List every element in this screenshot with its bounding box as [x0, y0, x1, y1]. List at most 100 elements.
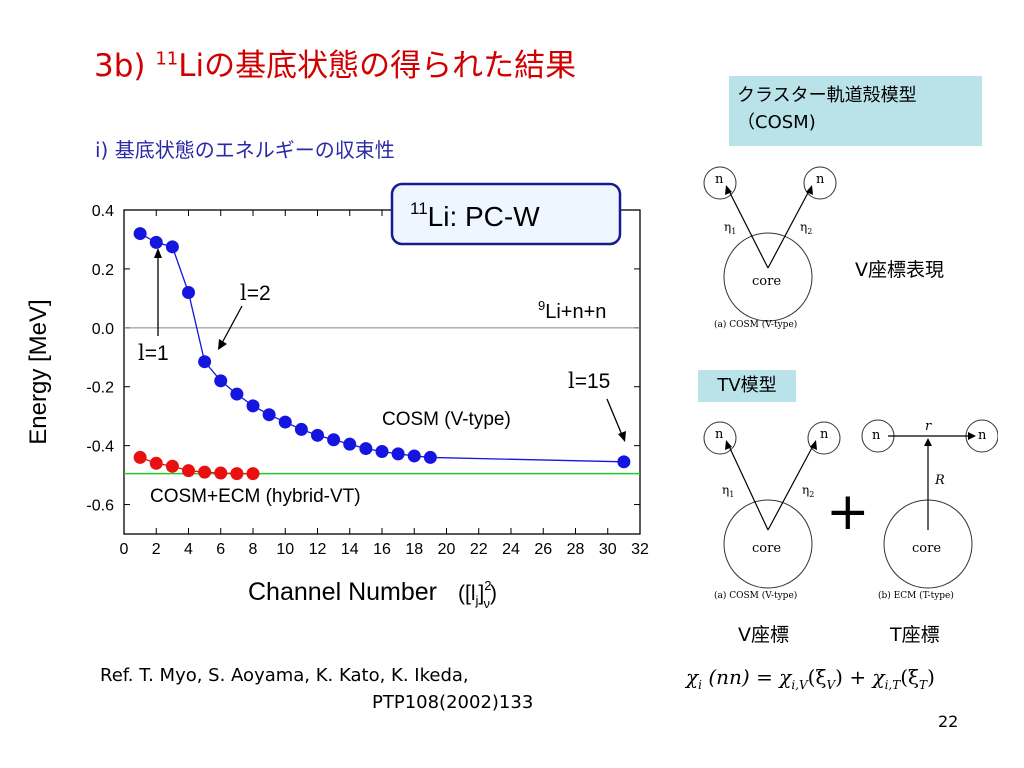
data-point-hybrid [246, 467, 260, 481]
x-tick-label: 32 [631, 541, 649, 558]
tv-model-box: TV模型 [698, 370, 796, 402]
annotation-l15: l=15 [568, 369, 610, 393]
cosm-label-line1: クラスター軌道殻模型 [737, 85, 917, 106]
annotation-arrow-l15 [606, 398, 623, 436]
data-point-cosm [391, 447, 405, 461]
plus-sign: + [826, 482, 870, 542]
legend-hybrid: COSM+ECM (hybrid-VT) [150, 486, 361, 507]
x-tick-label: 4 [184, 541, 193, 558]
eta2-arrowhead [810, 440, 817, 450]
legend-cosm: COSM (V-type) [382, 409, 511, 430]
cosm-label-box: クラスター軌道殻模型 （COSM) [729, 76, 982, 146]
eta2-arrowhead [806, 185, 813, 195]
data-point-cosm [375, 445, 389, 459]
data-point-cosm [407, 449, 421, 463]
cosm-label-line2: （COSM) [737, 112, 816, 133]
neutron-label-left: n [872, 428, 881, 443]
v-type-diagram: n n η1 η2 core (a) COSM (V-type) [703, 166, 837, 330]
x-tick-label: 0 [120, 541, 129, 558]
data-point-cosm [149, 235, 163, 249]
x-tick-label: 30 [599, 541, 617, 558]
neutron-label-left: n [715, 172, 724, 187]
v-coordinate-label: V座標 [738, 624, 789, 646]
y-tick-label: -0.6 [86, 498, 114, 515]
data-point-cosm [327, 433, 341, 447]
slide-title: 3b) 11Liの基底状態の得られた結果 [94, 48, 577, 84]
core-circle [723, 499, 813, 589]
data-point-cosm [214, 374, 228, 388]
data-point-cosm [246, 399, 260, 413]
reference-line2: PTP108(2002)133 [372, 692, 534, 713]
eta1-label: η1 [724, 220, 736, 236]
diagram-caption-b: (b) ECM (T-type) [878, 590, 954, 601]
eta2-vector [767, 443, 815, 531]
y-tick-label: 0.4 [92, 203, 114, 220]
data-point-hybrid [165, 459, 179, 473]
eta2-label: η2 [802, 483, 814, 499]
y-tick-label: 0.2 [92, 262, 114, 279]
core-label: core [752, 274, 781, 289]
data-point-cosm [359, 442, 373, 456]
x-tick-label: 10 [276, 541, 294, 558]
eta2-label: η2 [800, 220, 812, 236]
y-tick-label: 0.0 [92, 321, 114, 338]
annotation-arrowhead-l15 [618, 431, 626, 442]
data-point-cosm [198, 355, 212, 369]
y-tick-label: -0.2 [86, 380, 114, 397]
x-tick-label: 22 [470, 541, 488, 558]
data-point-hybrid [133, 450, 147, 464]
annotation-arrowhead-l2 [218, 339, 227, 350]
subtitle: i) 基底状態のエネルギーの収束性 [95, 138, 395, 162]
x-tick-label: 18 [405, 541, 423, 558]
x-tick-label: 16 [373, 541, 391, 558]
r-arrowhead [968, 432, 976, 440]
neutron-label-left: n [715, 427, 724, 442]
data-point-hybrid [230, 467, 244, 481]
data-point-hybrid [182, 464, 195, 478]
data-point-hybrid [149, 456, 163, 470]
y-axis-label: Energy [MeV] [25, 299, 52, 444]
x-tick-label: 14 [341, 541, 359, 558]
neutron-label-right: n [978, 428, 987, 443]
R-label: R [934, 473, 945, 488]
reference-line1: Ref. T. Myo, S. Aoyama, K. Kato, K. Iked… [100, 665, 469, 686]
eta1-vector [727, 443, 769, 531]
annotation-l2: l=2 [240, 281, 271, 305]
core-circle [723, 232, 813, 322]
page-number: 22 [938, 712, 959, 731]
annotation-arrowhead-l1 [154, 248, 162, 258]
R-arrowhead [924, 438, 932, 446]
x-tick-label: 24 [502, 541, 520, 558]
reference-text: Ref. T. Myo, S. Aoyama, K. Kato, K. Iked… [100, 662, 533, 716]
annotation-l1: l=1 [138, 341, 169, 365]
data-point-cosm [182, 285, 195, 299]
data-point-hybrid [198, 465, 212, 479]
x-axis-label-math: ([lj]2 ν) [458, 578, 497, 611]
eta1-label: η1 [722, 483, 734, 499]
data-point-cosm [617, 455, 631, 469]
data-point-cosm [165, 240, 179, 254]
t-coordinate-label: T座標 [890, 624, 940, 646]
diagram-caption-a: (a) COSM (V-type) [714, 590, 797, 601]
r-label: r [925, 419, 932, 434]
y-tick-label: -0.4 [86, 439, 114, 456]
data-point-cosm [343, 437, 357, 451]
energy-chart: 0 2 4 6 8 10 12 14 16 18 20 22 24 26 28 30 320.40.20.0-0… [25, 182, 649, 611]
neutron-label-right: n [816, 172, 825, 187]
eta1-arrowhead [725, 185, 732, 195]
data-point-cosm [278, 415, 292, 429]
x-tick-label: 2 [152, 541, 161, 558]
annotation-arrow-l2 [221, 305, 243, 344]
x-tick-label: 6 [216, 541, 225, 558]
core-label: core [912, 541, 941, 556]
t-type-diagram: n n r R core (b) ECM (T-type) [861, 419, 998, 601]
x-tick-label: 20 [438, 541, 456, 558]
v-type-diagram-lower: n n η1 η2 core (a) COSM (V-type) [703, 421, 841, 601]
data-point-cosm [423, 450, 437, 464]
eta2-vector [767, 188, 811, 269]
core-label: core [752, 541, 781, 556]
wavefunction-formula: χi (nn) = χi,V(ξV) + χi,T(ξT) [686, 665, 935, 692]
data-point-hybrid [214, 466, 228, 480]
data-point-cosm [133, 227, 147, 241]
badge-text: 11Li: PC-W [410, 199, 540, 232]
